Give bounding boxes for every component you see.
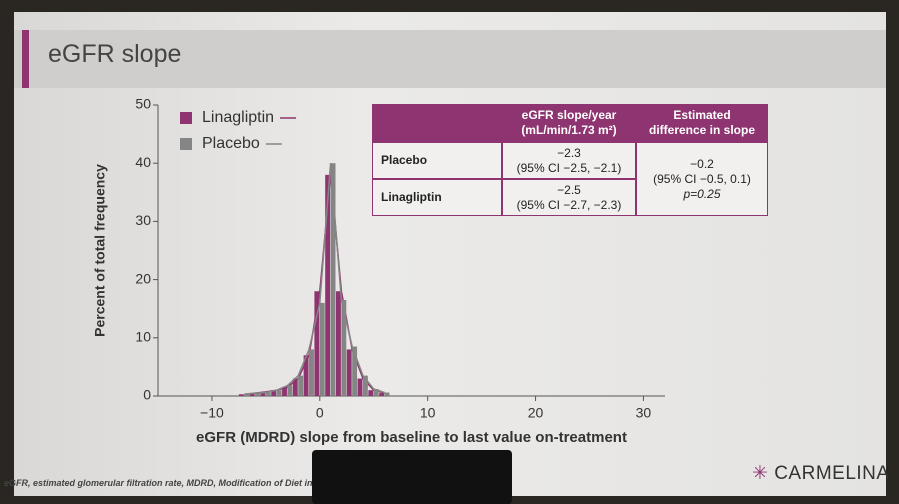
x-tick-label: 10 bbox=[420, 405, 436, 421]
cell-text: p=0.25 bbox=[683, 186, 721, 201]
bar bbox=[352, 346, 358, 396]
bar bbox=[287, 385, 293, 396]
bar bbox=[309, 349, 314, 396]
y-tick-label: 40 bbox=[135, 154, 151, 170]
bar bbox=[265, 392, 271, 396]
header-cell: eGFR slope/year (mL/min/1.73 m²) bbox=[502, 104, 636, 142]
bar bbox=[362, 375, 368, 396]
cell-text: −0.2 bbox=[690, 156, 714, 171]
x-tick-label: 0 bbox=[316, 405, 324, 421]
logo-text: CARMELINA bbox=[774, 463, 890, 484]
bar bbox=[330, 163, 336, 396]
accent-stripe bbox=[22, 30, 29, 88]
cell-text: Linagliptin bbox=[381, 190, 442, 204]
cell-text: difference in slope bbox=[648, 123, 756, 137]
cell-text: (95% CI −0.5, 0.1) bbox=[653, 171, 751, 186]
logo-icon: ✳ bbox=[752, 463, 775, 484]
y-tick-label: 10 bbox=[135, 329, 151, 345]
y-tick-label: 30 bbox=[135, 212, 151, 228]
cell-text: Placebo bbox=[381, 153, 428, 167]
cell-text: (95% CI −2.7, −2.3) bbox=[516, 197, 622, 212]
bar bbox=[314, 291, 320, 396]
x-axis-label: eGFR (MDRD) slope from baseline to last … bbox=[196, 429, 627, 446]
x-tick-label: −10 bbox=[200, 405, 224, 421]
row-value: −2.5 (95% CI −2.7, −2.3) bbox=[502, 179, 636, 216]
y-tick-label: 50 bbox=[135, 96, 151, 112]
bar bbox=[368, 390, 374, 396]
results-table: eGFR slope/year (mL/min/1.73 m²) Estimated… bbox=[372, 104, 768, 216]
y-tick-label: 20 bbox=[135, 270, 151, 286]
header-cell bbox=[372, 104, 502, 142]
legend-swatch bbox=[180, 112, 192, 124]
legend-swatch bbox=[180, 138, 192, 150]
bar bbox=[282, 387, 287, 396]
cell-text: −2.3 bbox=[557, 145, 581, 160]
cell-text: (mL/min/1.73 m²) bbox=[521, 123, 617, 137]
y-tick-label: 0 bbox=[143, 387, 151, 403]
cell-text: (95% CI −2.5, −2.1) bbox=[516, 160, 622, 175]
slide bbox=[14, 12, 886, 496]
bar bbox=[276, 390, 282, 396]
obstruction bbox=[312, 450, 512, 504]
density-line bbox=[244, 163, 385, 395]
header-cell: Estimated difference in slope bbox=[636, 104, 768, 142]
bar bbox=[346, 349, 352, 396]
bar bbox=[319, 302, 325, 396]
legend-label: Placebo bbox=[202, 135, 260, 152]
x-tick-label: 20 bbox=[528, 405, 544, 421]
row-label: Placebo bbox=[372, 142, 502, 179]
bar bbox=[303, 355, 309, 396]
legend-label: Linagliptin bbox=[202, 109, 274, 126]
bar bbox=[373, 389, 379, 396]
bar bbox=[238, 394, 244, 396]
bar bbox=[255, 393, 260, 396]
bar bbox=[244, 394, 250, 396]
bar bbox=[292, 378, 298, 396]
bar bbox=[249, 393, 255, 396]
bar bbox=[379, 393, 385, 396]
row-label: Linagliptin bbox=[372, 179, 502, 216]
bar bbox=[384, 392, 390, 396]
logo: ✳ CARMELINA bbox=[752, 462, 890, 485]
row-value: −2.3 (95% CI −2.5, −2.1) bbox=[502, 142, 636, 179]
cell-text: eGFR slope/year bbox=[521, 108, 617, 122]
x-tick-label: 30 bbox=[636, 405, 652, 421]
y-axis-label: Percent of total frequency bbox=[92, 164, 108, 337]
footnote: eGFR, estimated glomerular filtration ra… bbox=[4, 478, 313, 488]
bar bbox=[325, 174, 331, 396]
bar bbox=[357, 378, 363, 396]
bar bbox=[260, 391, 266, 396]
bar bbox=[341, 299, 347, 396]
bar bbox=[298, 375, 304, 396]
bar bbox=[335, 291, 341, 396]
difference-cell: −0.2 (95% CI −0.5, 0.1) p=0.25 bbox=[636, 142, 768, 216]
cell-text: Estimated bbox=[673, 108, 731, 122]
cell-text: −2.5 bbox=[557, 182, 581, 197]
slide-title: eGFR slope bbox=[48, 40, 182, 68]
bar bbox=[271, 390, 277, 396]
title-band bbox=[14, 30, 886, 88]
